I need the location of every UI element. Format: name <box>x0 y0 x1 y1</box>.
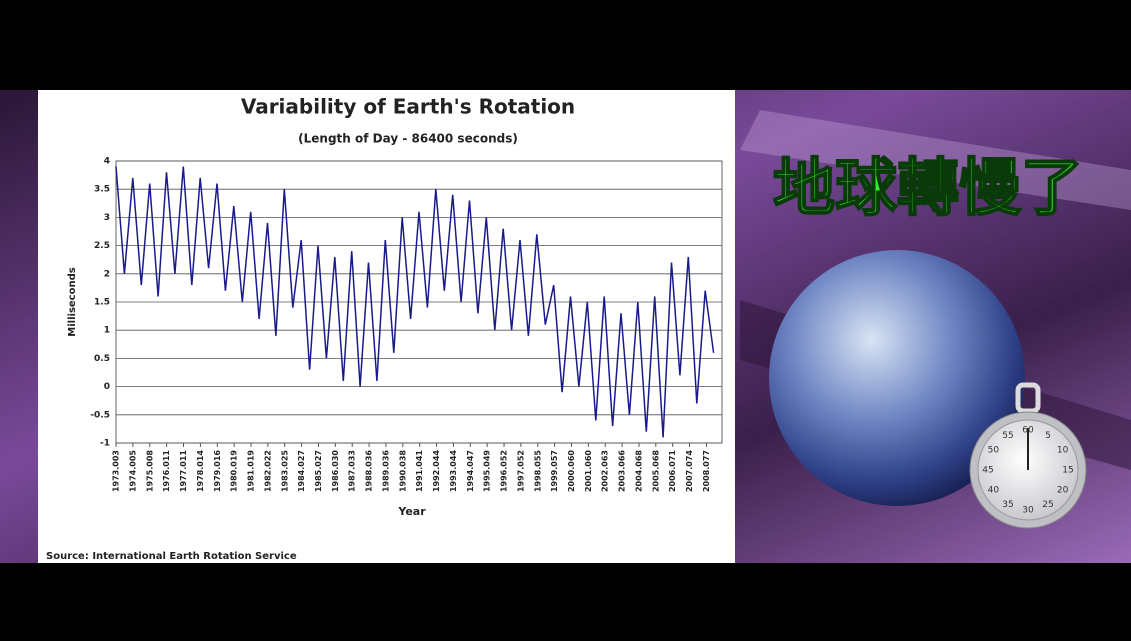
y-tick-label: 2.5 <box>94 241 110 251</box>
source-note: Source: International Earth Rotation Ser… <box>46 551 297 562</box>
x-tick-label: 1985.027 <box>314 450 323 492</box>
chart-subtitle: (Length of Day - 86400 seconds) <box>298 132 518 146</box>
y-tick-label: 3 <box>104 213 110 223</box>
x-tick-label: 1977.011 <box>179 450 188 492</box>
x-tick-label: 1974.005 <box>128 450 137 492</box>
y-tick-label: 0 <box>104 382 110 392</box>
x-tick-label: 2005.068 <box>651 450 660 492</box>
dial-number: 30 <box>1022 506 1034 516</box>
dial-number: 50 <box>988 446 1000 456</box>
y-tick-label: -0.5 <box>90 410 110 420</box>
dial-number: 60 <box>1022 426 1034 436</box>
dial-number: 35 <box>1002 500 1013 510</box>
chart-title: Variability of Earth's Rotation <box>241 95 575 119</box>
x-tick-label: 1981.019 <box>246 450 255 492</box>
dial-number: 20 <box>1057 486 1069 496</box>
x-tick-label: 2002.063 <box>601 450 610 492</box>
x-tick-label: 1973.003 <box>112 450 121 492</box>
x-tick-label: 1986.030 <box>331 450 340 492</box>
x-tick-label: 2000.060 <box>567 450 576 492</box>
x-tick-label: 1999.057 <box>550 450 559 492</box>
stopwatch-ring <box>1015 382 1041 414</box>
x-tick-label: 1990.038 <box>398 450 407 492</box>
x-tick-label: 1992.044 <box>432 450 441 492</box>
caption: 地球轉慢了 <box>773 151 1083 224</box>
x-tick-label: 2001.060 <box>584 450 593 492</box>
dial-number: 10 <box>1057 446 1069 456</box>
x-tick-label: 2004.068 <box>634 450 643 492</box>
x-tick-label: 2006.071 <box>668 450 677 492</box>
dial-number: 25 <box>1042 500 1053 510</box>
x-tick-label: 1993.044 <box>449 450 458 492</box>
x-tick-label: 1998.055 <box>533 450 542 492</box>
y-tick-label: 1 <box>104 326 110 336</box>
x-tick-label: 1994.047 <box>466 450 475 492</box>
x-tick-label: 2008.077 <box>702 450 711 492</box>
x-tick-label: 1997.052 <box>516 450 525 492</box>
y-tick-label: 0.5 <box>94 354 110 364</box>
x-tick-label: 1982.022 <box>263 450 272 492</box>
dial-number: 45 <box>982 466 993 476</box>
x-axis-label: Year <box>397 505 426 518</box>
x-tick-label: 1996.052 <box>500 450 509 492</box>
x-tick-label: 1988.036 <box>365 450 374 492</box>
x-tick-label: 1991.041 <box>415 450 424 492</box>
x-tick-label: 1989.036 <box>381 450 390 492</box>
y-tick-label: 3.5 <box>94 185 110 195</box>
x-tick-label: 1984.027 <box>297 450 306 492</box>
x-tick-label: 2003.066 <box>618 450 627 492</box>
y-tick-label: 2 <box>104 269 110 279</box>
x-tick-label: 1976.011 <box>162 450 171 492</box>
y-tick-label: -1 <box>100 439 110 449</box>
globe <box>769 250 1025 506</box>
y-tick-label: 1.5 <box>94 298 110 308</box>
x-tick-label: 1979.016 <box>213 450 222 492</box>
y-tick-label: 4 <box>104 157 110 167</box>
dial-number: 15 <box>1062 466 1073 476</box>
y-axis-label: Milliseconds <box>67 267 78 336</box>
x-tick-label: 1987.033 <box>348 450 357 492</box>
data-line <box>115 166 715 438</box>
x-tick-label: 1995.049 <box>483 450 492 492</box>
x-tick-label: 2007.074 <box>685 450 694 492</box>
x-tick-label: 1978.014 <box>196 450 205 492</box>
dial-number: 55 <box>1002 431 1013 441</box>
dial-number: 5 <box>1045 431 1051 441</box>
x-tick-label: 1980.019 <box>230 450 239 492</box>
light-streak <box>740 110 1131 210</box>
dial-number: 40 <box>988 486 1000 496</box>
x-tick-label: 1983.025 <box>280 450 289 492</box>
x-tick-label: 1975.008 <box>145 450 154 492</box>
